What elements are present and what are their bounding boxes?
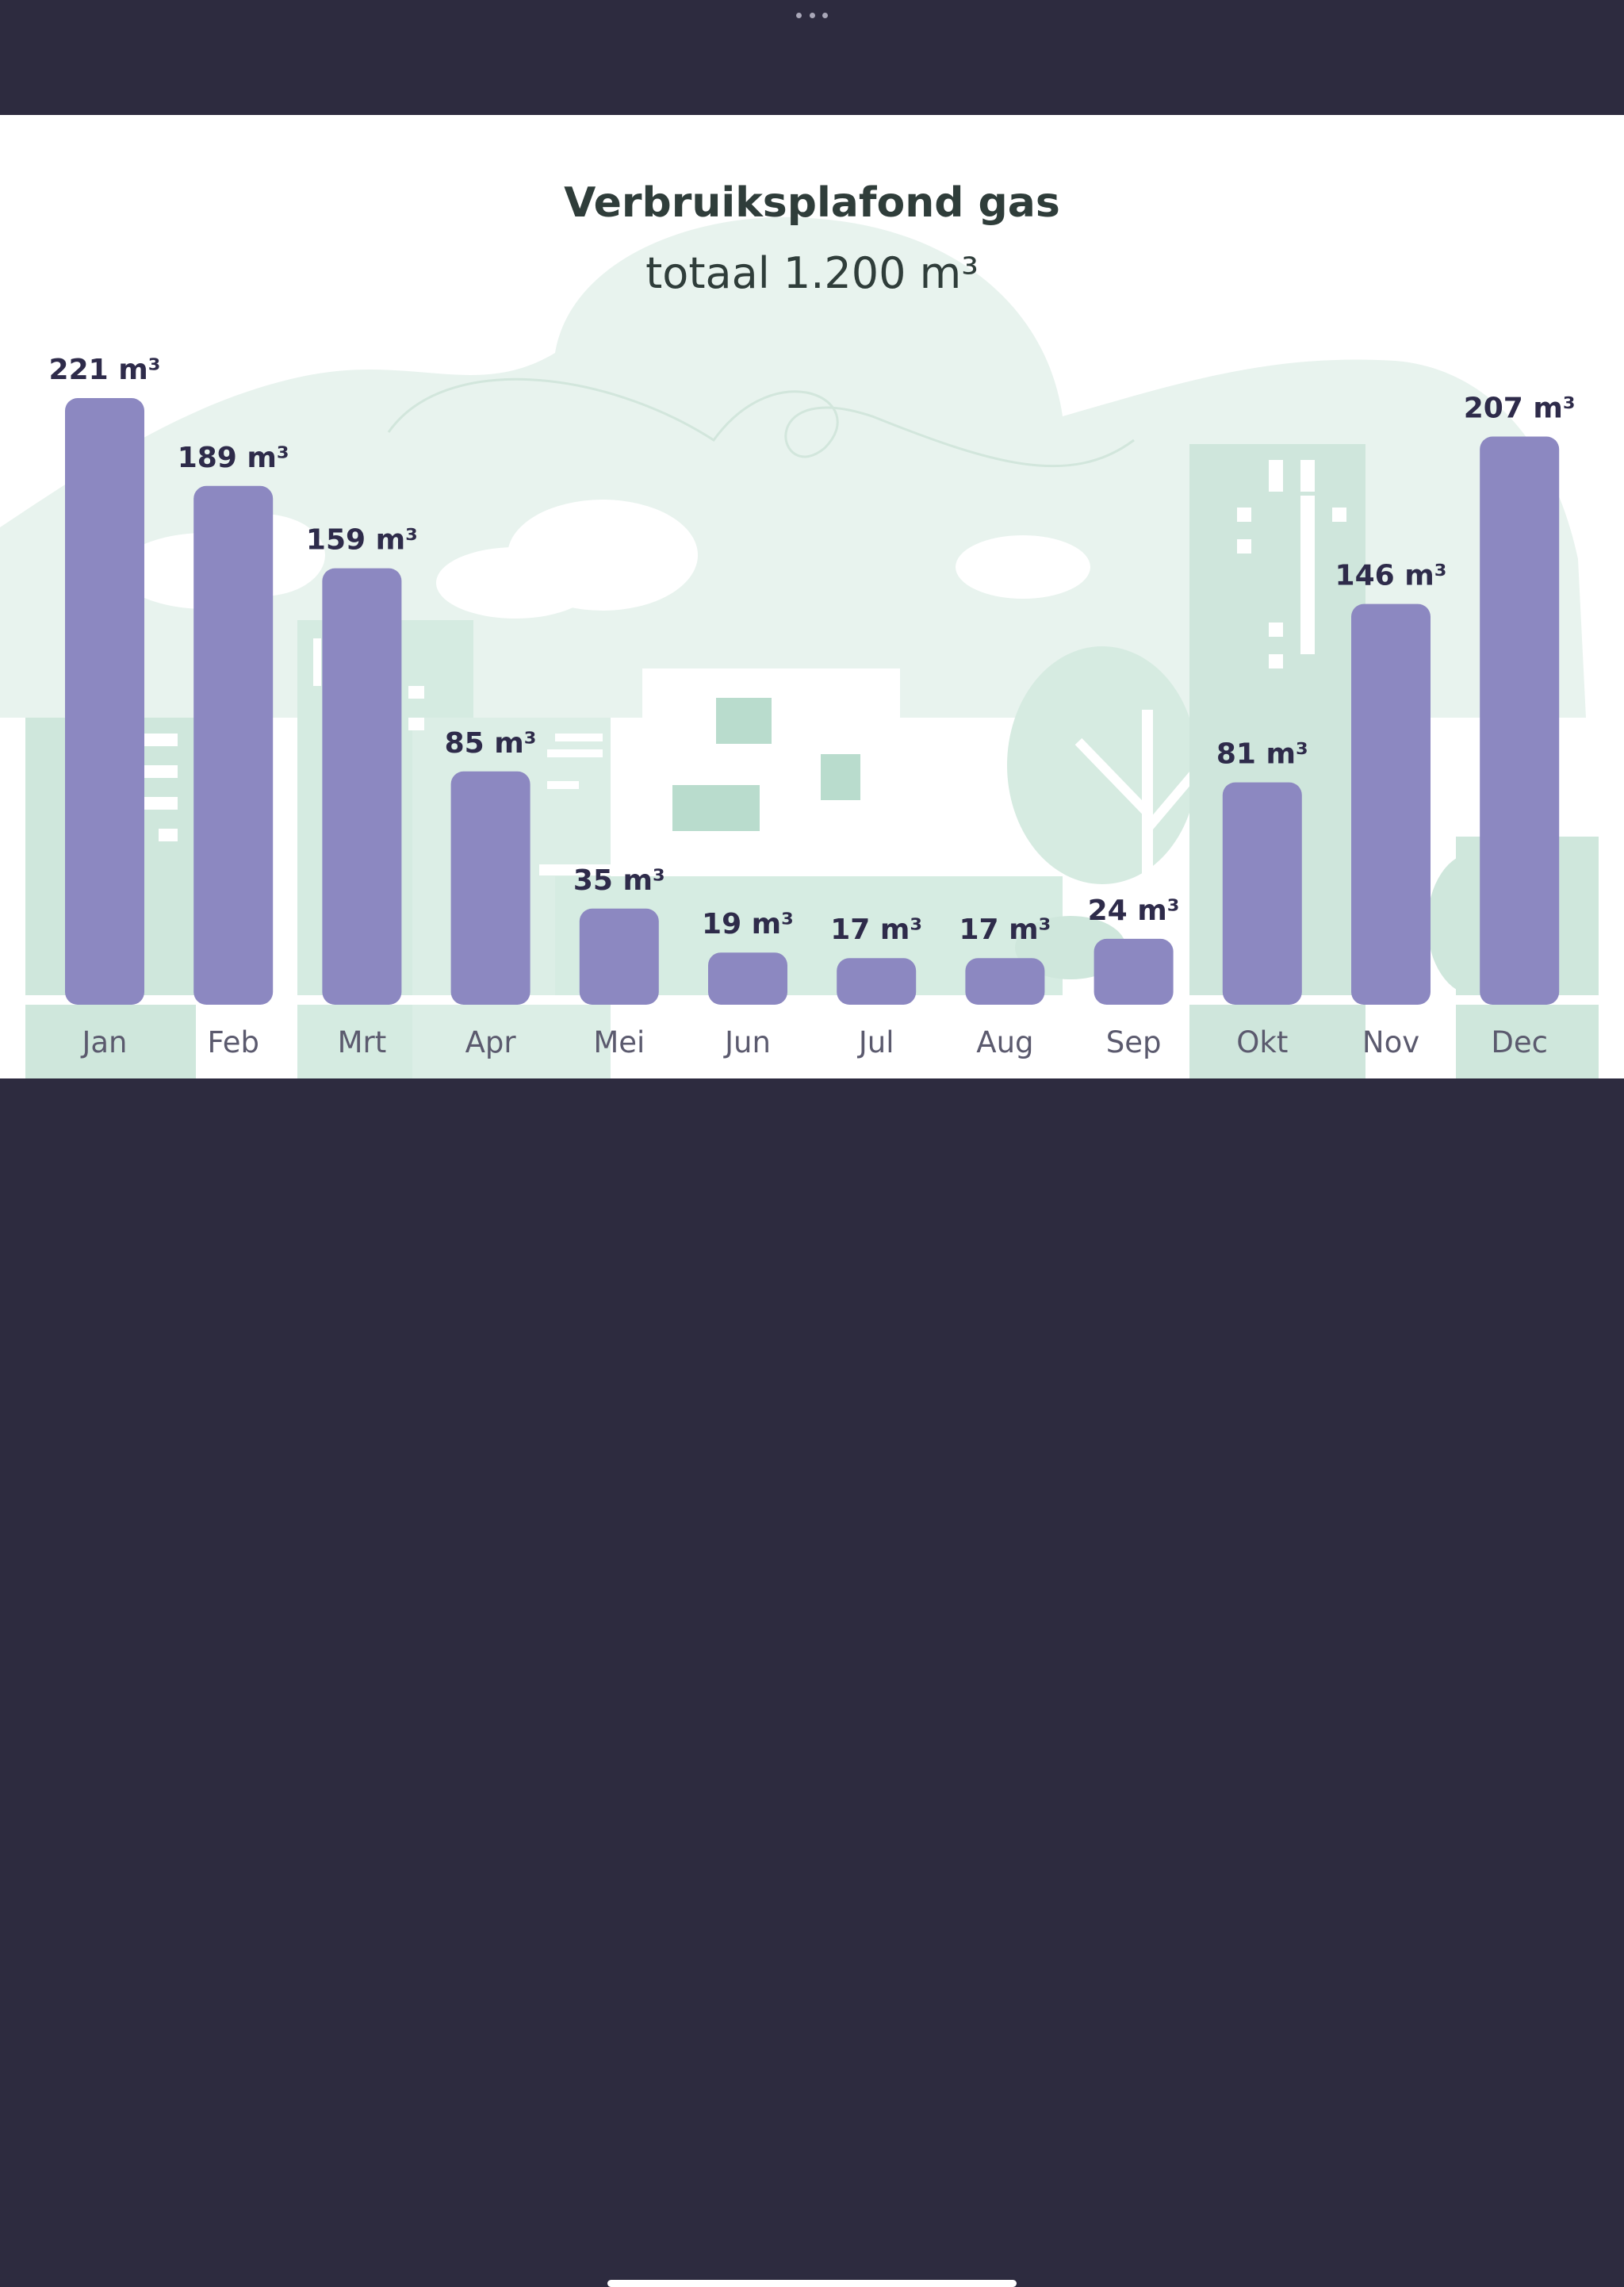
tree-trunk — [1142, 710, 1153, 995]
bar-sep — [1094, 938, 1174, 1005]
month-label-mrt: Mrt — [338, 1025, 387, 1059]
month-label-jun: Jun — [723, 1025, 771, 1059]
home-indicator[interactable] — [607, 2280, 1017, 2287]
value-label-okt: 81 m³ — [1216, 738, 1308, 771]
bars-group: 221 m³ Jan 189 m³ Feb 159 m³ Mrt 85 m³ Apr 35 m³… — [49, 354, 1576, 1059]
top-bar — [0, 0, 1624, 115]
bar-jun — [708, 952, 787, 1005]
month-label-mei: Mei — [593, 1025, 645, 1059]
bar-jul — [837, 958, 917, 1005]
cloud-mid-2 — [436, 547, 595, 619]
value-label-feb: 189 m³ — [178, 442, 289, 474]
month-label-nov: Nov — [1362, 1025, 1419, 1059]
month-label-feb: Feb — [207, 1025, 259, 1059]
value-label-sep: 24 m³ — [1088, 894, 1180, 927]
month-label-sep: Sep — [1106, 1025, 1162, 1059]
month-label-dec: Dec — [1491, 1025, 1548, 1059]
value-label-mei: 35 m³ — [573, 864, 665, 897]
bar-apr — [450, 771, 530, 1005]
value-label-nov: 146 m³ — [1335, 560, 1447, 592]
month-label-aug: Aug — [976, 1025, 1033, 1059]
value-label-jun: 19 m³ — [702, 908, 794, 940]
bar-dec — [1480, 436, 1560, 1005]
value-label-aug: 17 m³ — [959, 914, 1051, 946]
bar-aug — [965, 958, 1045, 1005]
chart-title: Verbruiksplafond gas — [564, 179, 1060, 227]
more-dots-icon[interactable] — [796, 11, 828, 19]
value-label-jan: 221 m³ — [49, 354, 161, 386]
value-label-dec: 207 m³ — [1464, 393, 1576, 425]
value-label-jul: 17 m³ — [830, 914, 922, 946]
building-windows-left — [143, 638, 603, 841]
cloud-right — [956, 535, 1090, 599]
bottom-bar — [0, 1078, 1624, 2287]
house-window-1 — [716, 698, 772, 744]
month-label-jan: Jan — [80, 1025, 127, 1059]
chart-image: Verbruiksplafond gas totaal 1.200 m³ 221… — [0, 115, 1624, 1078]
house-window-3 — [821, 754, 860, 800]
bar-mrt — [322, 568, 402, 1005]
swirl-line — [387, 377, 1135, 468]
chart-subtitle: totaal 1.200 m³ — [645, 248, 979, 298]
month-label-okt: Okt — [1236, 1025, 1288, 1059]
bar-mei — [579, 908, 659, 1005]
month-label-jul: Jul — [857, 1025, 894, 1059]
bar-jan — [65, 398, 144, 1005]
value-label-mrt: 159 m³ — [306, 524, 418, 557]
building-windows-right — [1237, 460, 1346, 668]
bar-nov — [1351, 603, 1431, 1005]
bar-feb — [193, 485, 274, 1005]
ground-strip — [25, 995, 1599, 1005]
month-label-apr: Apr — [465, 1025, 517, 1059]
value-label-apr: 85 m³ — [445, 727, 537, 760]
gas-usage-chart: Verbruiksplafond gas totaal 1.200 m³ 221… — [0, 179, 1599, 1078]
house-window-2 — [672, 785, 760, 831]
bar-okt — [1222, 782, 1302, 1005]
house-roof-line — [539, 864, 1078, 875]
